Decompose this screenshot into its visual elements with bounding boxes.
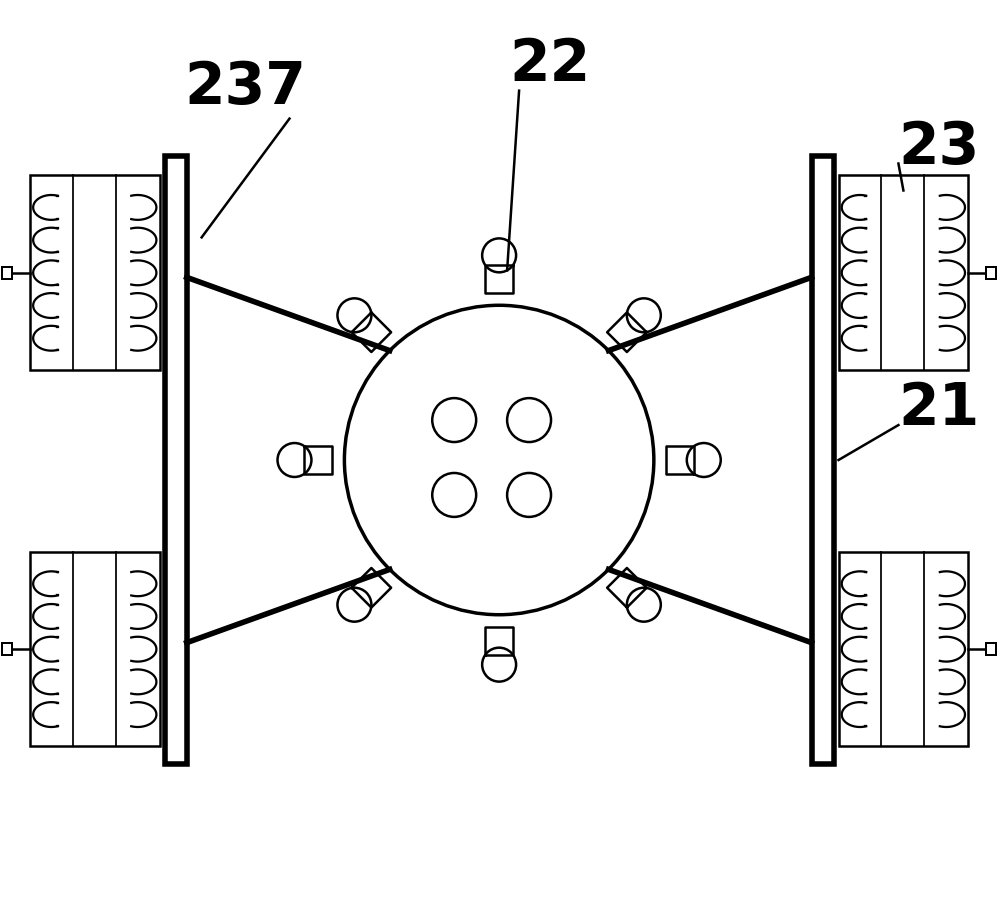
Bar: [986, 267, 996, 279]
Text: 22: 22: [509, 36, 590, 93]
Bar: [2, 267, 12, 279]
Bar: [30, 176, 160, 370]
Bar: [986, 643, 996, 655]
Text: 21: 21: [898, 380, 980, 437]
Text: 237: 237: [185, 59, 307, 116]
Bar: [839, 552, 968, 747]
Bar: [30, 552, 160, 747]
Text: 23: 23: [898, 119, 980, 176]
Bar: [165, 156, 187, 764]
Bar: [839, 176, 968, 370]
Bar: [812, 156, 834, 764]
Bar: [2, 643, 12, 655]
